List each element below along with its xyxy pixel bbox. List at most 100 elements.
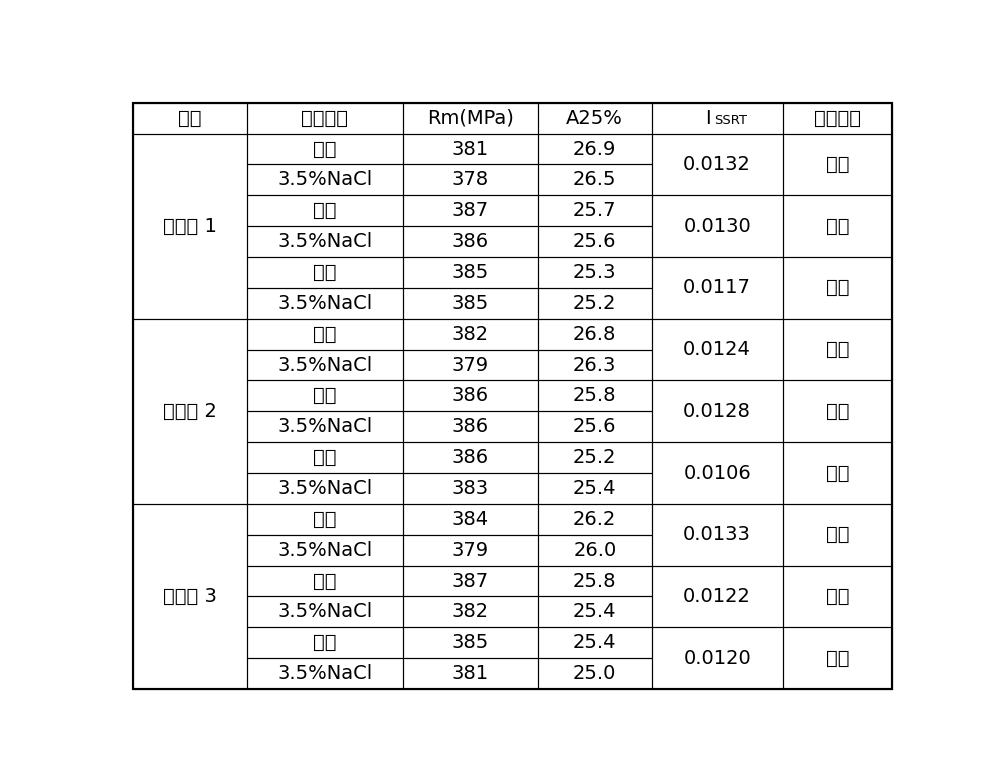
Bar (403, 565, 538, 597)
Text: 3.5%NaCl: 3.5%NaCl (277, 479, 372, 498)
Text: 25.8: 25.8 (573, 572, 617, 590)
Bar (538, 597, 652, 627)
Text: 空气: 空气 (313, 325, 336, 344)
Text: 386: 386 (452, 417, 489, 437)
Text: 382: 382 (452, 602, 489, 622)
Bar (133, 103, 247, 134)
Text: 378: 378 (452, 170, 489, 189)
Bar (538, 103, 652, 134)
Bar (247, 165, 403, 195)
Bar (538, 350, 652, 380)
Text: 头部: 头部 (826, 155, 849, 174)
Text: 3.5%NaCl: 3.5%NaCl (277, 602, 372, 622)
Text: 0.0120: 0.0120 (683, 649, 751, 668)
Bar (403, 597, 538, 627)
Bar (133, 134, 247, 319)
Text: 尾部: 尾部 (826, 464, 849, 483)
Text: 序号: 序号 (178, 109, 201, 127)
Text: 0.0132: 0.0132 (683, 155, 751, 174)
Text: 实施例 3: 实施例 3 (163, 587, 217, 606)
Text: 386: 386 (452, 232, 489, 251)
Bar (652, 627, 783, 689)
Bar (538, 442, 652, 473)
Text: 空气: 空气 (313, 201, 336, 220)
Text: Rm(MPa): Rm(MPa) (427, 109, 514, 127)
Bar (652, 103, 783, 134)
Text: 386: 386 (452, 448, 489, 467)
Bar (783, 257, 892, 319)
Bar (652, 442, 783, 504)
Bar (403, 288, 538, 319)
Bar (538, 195, 652, 226)
Text: 25.6: 25.6 (573, 417, 617, 437)
Text: 3.5%NaCl: 3.5%NaCl (277, 355, 372, 375)
Text: 26.3: 26.3 (573, 355, 616, 375)
Bar (403, 195, 538, 226)
Text: 尾部: 尾部 (826, 649, 849, 668)
Text: 385: 385 (452, 633, 489, 652)
Bar (247, 627, 403, 658)
Text: 0.0128: 0.0128 (683, 402, 751, 421)
Bar (538, 504, 652, 535)
Text: 0.0130: 0.0130 (683, 216, 751, 236)
Bar (538, 565, 652, 597)
Bar (247, 535, 403, 565)
Bar (652, 257, 783, 319)
Bar (403, 627, 538, 658)
Text: 387: 387 (452, 201, 489, 220)
Text: I: I (705, 109, 711, 127)
Text: 3.5%NaCl: 3.5%NaCl (277, 417, 372, 437)
Text: 379: 379 (452, 355, 489, 375)
Text: 381: 381 (452, 140, 489, 159)
Bar (538, 412, 652, 442)
Text: 25.2: 25.2 (573, 294, 617, 313)
Text: 379: 379 (452, 540, 489, 560)
Bar (783, 627, 892, 689)
Bar (403, 257, 538, 288)
Bar (403, 473, 538, 504)
Bar (133, 319, 247, 504)
Bar (538, 288, 652, 319)
Bar (538, 627, 652, 658)
Text: 腐蚀介质: 腐蚀介质 (301, 109, 348, 127)
Bar (783, 442, 892, 504)
Text: 实施例 2: 实施例 2 (163, 402, 217, 421)
Text: 25.4: 25.4 (573, 602, 617, 622)
Bar (538, 165, 652, 195)
Text: 0.0122: 0.0122 (683, 587, 751, 606)
Text: 25.7: 25.7 (573, 201, 617, 220)
Text: 空气: 空气 (313, 263, 336, 282)
Text: 实施例 1: 实施例 1 (163, 216, 217, 236)
Bar (538, 380, 652, 412)
Text: 中部: 中部 (826, 402, 849, 421)
Bar (247, 565, 403, 597)
Text: 26.5: 26.5 (573, 170, 617, 189)
Bar (247, 658, 403, 689)
Text: 中部: 中部 (826, 216, 849, 236)
Text: 25.6: 25.6 (573, 232, 617, 251)
Text: 3.5%NaCl: 3.5%NaCl (277, 664, 372, 683)
Text: 0.0106: 0.0106 (683, 464, 751, 483)
Text: 空气: 空气 (313, 140, 336, 159)
Bar (538, 535, 652, 565)
Bar (403, 134, 538, 165)
Bar (247, 195, 403, 226)
Bar (783, 195, 892, 257)
Text: 385: 385 (452, 263, 489, 282)
Bar (783, 504, 892, 565)
Text: 空气: 空气 (313, 387, 336, 405)
Bar (403, 319, 538, 350)
Bar (652, 504, 783, 565)
Bar (538, 473, 652, 504)
Text: 空气: 空气 (313, 448, 336, 467)
Bar (247, 319, 403, 350)
Bar (247, 350, 403, 380)
Text: 26.0: 26.0 (573, 540, 616, 560)
Text: 385: 385 (452, 294, 489, 313)
Bar (247, 473, 403, 504)
Bar (538, 658, 652, 689)
Bar (538, 134, 652, 165)
Text: 25.4: 25.4 (573, 479, 617, 498)
Text: 25.8: 25.8 (573, 387, 617, 405)
Text: 383: 383 (452, 479, 489, 498)
